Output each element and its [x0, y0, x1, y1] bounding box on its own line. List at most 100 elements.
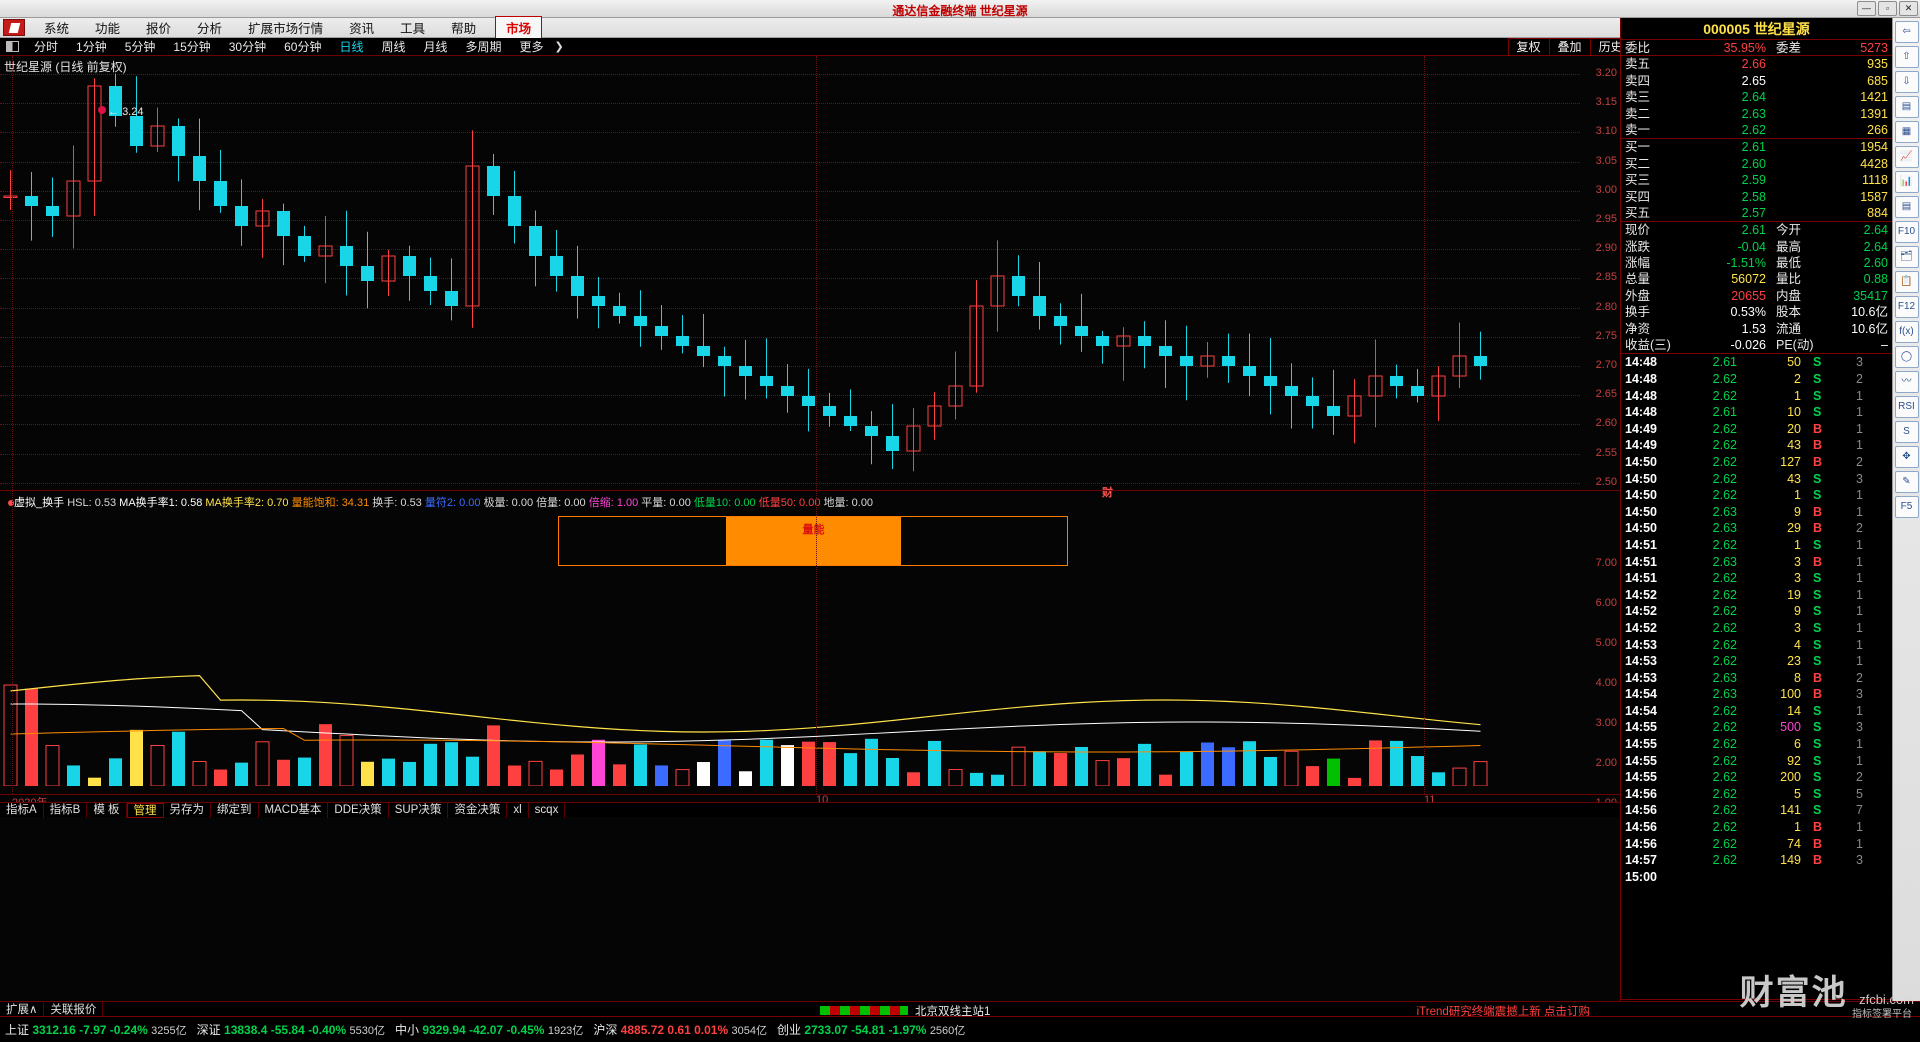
indicator-tab-绑定到[interactable]: 绑定到 — [211, 802, 259, 818]
f5-icon[interactable]: F5 — [1894, 496, 1919, 518]
tick-row[interactable]: 14:51 2.62 1 S 1 — [1621, 537, 1892, 554]
period-60min[interactable]: 60分钟 — [284, 40, 322, 54]
tick-row[interactable]: 14:51 2.63 3 B 1 — [1621, 554, 1892, 571]
tick-row[interactable]: 14:48 2.62 2 S 2 — [1621, 371, 1892, 388]
period-30min[interactable]: 30分钟 — [228, 40, 267, 54]
tick-row[interactable]: 14:50 2.63 29 B 2 — [1621, 520, 1892, 537]
tick-row[interactable]: 14:54 2.62 14 S 1 — [1621, 703, 1892, 720]
news-icon[interactable]: ▤ — [1894, 196, 1919, 218]
tick-row[interactable]: 14:52 2.62 19 S 1 — [1621, 587, 1892, 604]
menu-item-news[interactable]: 资讯 — [349, 22, 375, 36]
quote-board-icon[interactable]: ▤ — [1894, 96, 1919, 118]
ask-row[interactable]: 卖三 2.64 1421 — [1621, 89, 1892, 105]
tick-row[interactable]: 14:48 2.61 10 S 1 — [1621, 404, 1892, 421]
menu-item-market[interactable]: 市场 — [495, 16, 543, 39]
report-icon[interactable]: 📋 — [1894, 271, 1919, 293]
indicator-tab-指标A[interactable]: 指标A — [0, 802, 44, 818]
tick-row[interactable]: 14:48 2.62 1 S 1 — [1621, 388, 1892, 405]
chart-area[interactable]: 世纪星源 (日线 前复权) 3.20 3.15 3.10 3.05 3.00 2.95 2.… — [0, 56, 1620, 1016]
trend-line-icon[interactable]: 📈 — [1894, 146, 1919, 168]
indicator-tab-资金决策[interactable]: 资金决策 — [448, 802, 508, 818]
ask-row[interactable]: 卖五 2.66 935 — [1621, 56, 1892, 72]
back-arrow-icon[interactable]: ⇦ — [1894, 21, 1919, 43]
tick-row[interactable]: 14:52 2.62 3 S 1 — [1621, 620, 1892, 637]
indicator-tab-模板[interactable]: 模 板 — [87, 802, 127, 818]
tick-row[interactable]: 14:53 2.62 23 S 1 — [1621, 653, 1892, 670]
indicator-tab-MACD基本[interactable]: MACD基本 — [259, 802, 329, 818]
bid-row[interactable]: 买一 2.61 1954 — [1621, 139, 1892, 155]
move-icon[interactable]: ✥ — [1894, 446, 1919, 468]
tick-row[interactable]: 14:49 2.62 43 B 1 — [1621, 437, 1892, 454]
f10-icon[interactable]: F10 — [1894, 221, 1919, 243]
tick-row[interactable]: 14:48 2.61 50 S 3 — [1621, 354, 1892, 371]
bid-row[interactable]: 买二 2.60 4428 — [1621, 156, 1892, 172]
indicator-tab-管理[interactable]: 管理 — [126, 802, 164, 818]
circle-icon[interactable]: ◯ — [1894, 346, 1919, 368]
tick-row[interactable]: 14:54 2.63 100 B 3 — [1621, 686, 1892, 703]
index-深证[interactable]: 深证 13838.4 -55.84 -0.40% 5530亿 — [192, 1021, 390, 1038]
tab-linked-quotes[interactable]: 关联报价 — [44, 1001, 104, 1017]
menu-item-extended-market[interactable]: 扩展市场行情 — [248, 22, 324, 36]
index-沪深[interactable]: 沪深 4885.72 0.61 0.01% 3054亿 — [588, 1021, 772, 1038]
tick-row[interactable]: 14:50 2.62 1 S 1 — [1621, 487, 1892, 504]
indicator-tab-xl[interactable]: xl — [507, 802, 529, 818]
indicator-tab-SUP决策[interactable]: SUP决策 — [389, 802, 449, 818]
menu-item-tools[interactable]: 工具 — [400, 22, 426, 36]
bid-row[interactable]: 买五 2.57 884 — [1621, 205, 1892, 221]
index-中小[interactable]: 中小 9329.94 -42.07 -0.45% 1923亿 — [390, 1021, 588, 1038]
tick-row[interactable]: 14:53 2.62 4 S 1 — [1621, 637, 1892, 654]
menu-item-help[interactable]: 帮助 — [451, 22, 477, 36]
tick-row[interactable]: 14:50 2.63 9 B 1 — [1621, 504, 1892, 521]
tick-row[interactable]: 14:55 2.62 500 S 3 — [1621, 719, 1892, 736]
tick-row[interactable]: 14:55 2.62 6 S 1 — [1621, 736, 1892, 753]
f12-icon[interactable]: F12 — [1894, 296, 1919, 318]
menu-item-quotes[interactable]: 报价 — [146, 22, 172, 36]
multi-quote-icon[interactable]: ▦ — [1894, 121, 1919, 143]
period-weekly[interactable]: 周线 — [381, 40, 406, 54]
rsi-icon[interactable]: RSI — [1894, 396, 1919, 418]
period-daily[interactable]: 日线 — [339, 40, 364, 54]
index-创业[interactable]: 创业 2733.07 -54.81 -1.97% 2560亿 — [772, 1021, 970, 1038]
indicator-tab-另存为[interactable]: 另存为 — [164, 802, 212, 818]
menu-item-function[interactable]: 功能 — [95, 22, 121, 36]
minimize-button[interactable]: — — [1857, 1, 1876, 16]
ask-row[interactable]: 卖一 2.62 266 — [1621, 122, 1892, 138]
wave-icon[interactable]: 〰 — [1894, 371, 1919, 393]
itrend-notice[interactable]: iTrend研究终端震撼上新 点击订购 — [1416, 1006, 1590, 1018]
candlestick-icon[interactable]: 📊 — [1894, 171, 1919, 193]
period-1min[interactable]: 1分钟 — [76, 40, 107, 54]
tick-row[interactable]: 14:50 2.62 43 S 3 — [1621, 471, 1892, 488]
tick-row[interactable]: 14:51 2.62 3 S 1 — [1621, 570, 1892, 587]
indicator-tab-scqx[interactable]: scqx — [529, 802, 566, 818]
bid-row[interactable]: 买四 2.58 1587 — [1621, 189, 1892, 205]
indicator-tab-DDE决策[interactable]: DDE决策 — [328, 802, 389, 818]
period-more[interactable]: 更多 — [519, 40, 544, 54]
tick-row[interactable]: 14:56 2.62 1 B 1 — [1621, 819, 1892, 836]
chevron-right-icon[interactable]: ❯ — [554, 41, 564, 53]
index-上证[interactable]: 上证 3312.16 -7.97 -0.24% 3255亿 — [0, 1021, 192, 1038]
tick-row[interactable]: 14:49 2.62 20 B 1 — [1621, 421, 1892, 438]
up-arrow-icon[interactable]: ⇧ — [1894, 46, 1919, 68]
tick-list[interactable]: 14:48 2.61 50 S 3 14:48 2.62 2 S 2 14:48 2… — [1621, 353, 1892, 885]
tick-row[interactable]: 14:53 2.63 8 B 2 — [1621, 670, 1892, 687]
split-view-icon[interactable] — [6, 41, 19, 52]
period-fenshi[interactable]: 分时 — [34, 40, 59, 54]
tick-row[interactable]: 14:55 2.62 92 S 1 — [1621, 753, 1892, 770]
pencil-icon[interactable]: ✎ — [1894, 471, 1919, 493]
indicator-tab-指标B[interactable]: 指标B — [44, 802, 88, 818]
tick-row[interactable]: 14:56 2.62 141 S 7 — [1621, 802, 1892, 819]
formula-icon[interactable]: f(x) — [1894, 321, 1919, 343]
tick-row[interactable]: 15:00 — [1621, 869, 1892, 886]
bid-row[interactable]: 买三 2.59 1118 — [1621, 172, 1892, 188]
period-5min[interactable]: 5分钟 — [124, 40, 156, 54]
dollar-icon[interactable]: S — [1894, 421, 1919, 443]
period-15min[interactable]: 15分钟 — [173, 40, 211, 54]
tree-icon[interactable]: 🗂 — [1894, 246, 1919, 268]
maximize-button[interactable]: ▫ — [1878, 1, 1897, 16]
menu-item-analysis[interactable]: 分析 — [197, 22, 223, 36]
tick-row[interactable]: 14:50 2.62 127 B 2 — [1621, 454, 1892, 471]
tick-row[interactable]: 14:56 2.62 74 B 1 — [1621, 836, 1892, 853]
menu-item-system[interactable]: 系统 — [44, 22, 70, 36]
tab-expand[interactable]: 扩展∧ — [0, 1001, 45, 1017]
toolbar-overlay[interactable]: 叠加 — [1548, 38, 1591, 56]
